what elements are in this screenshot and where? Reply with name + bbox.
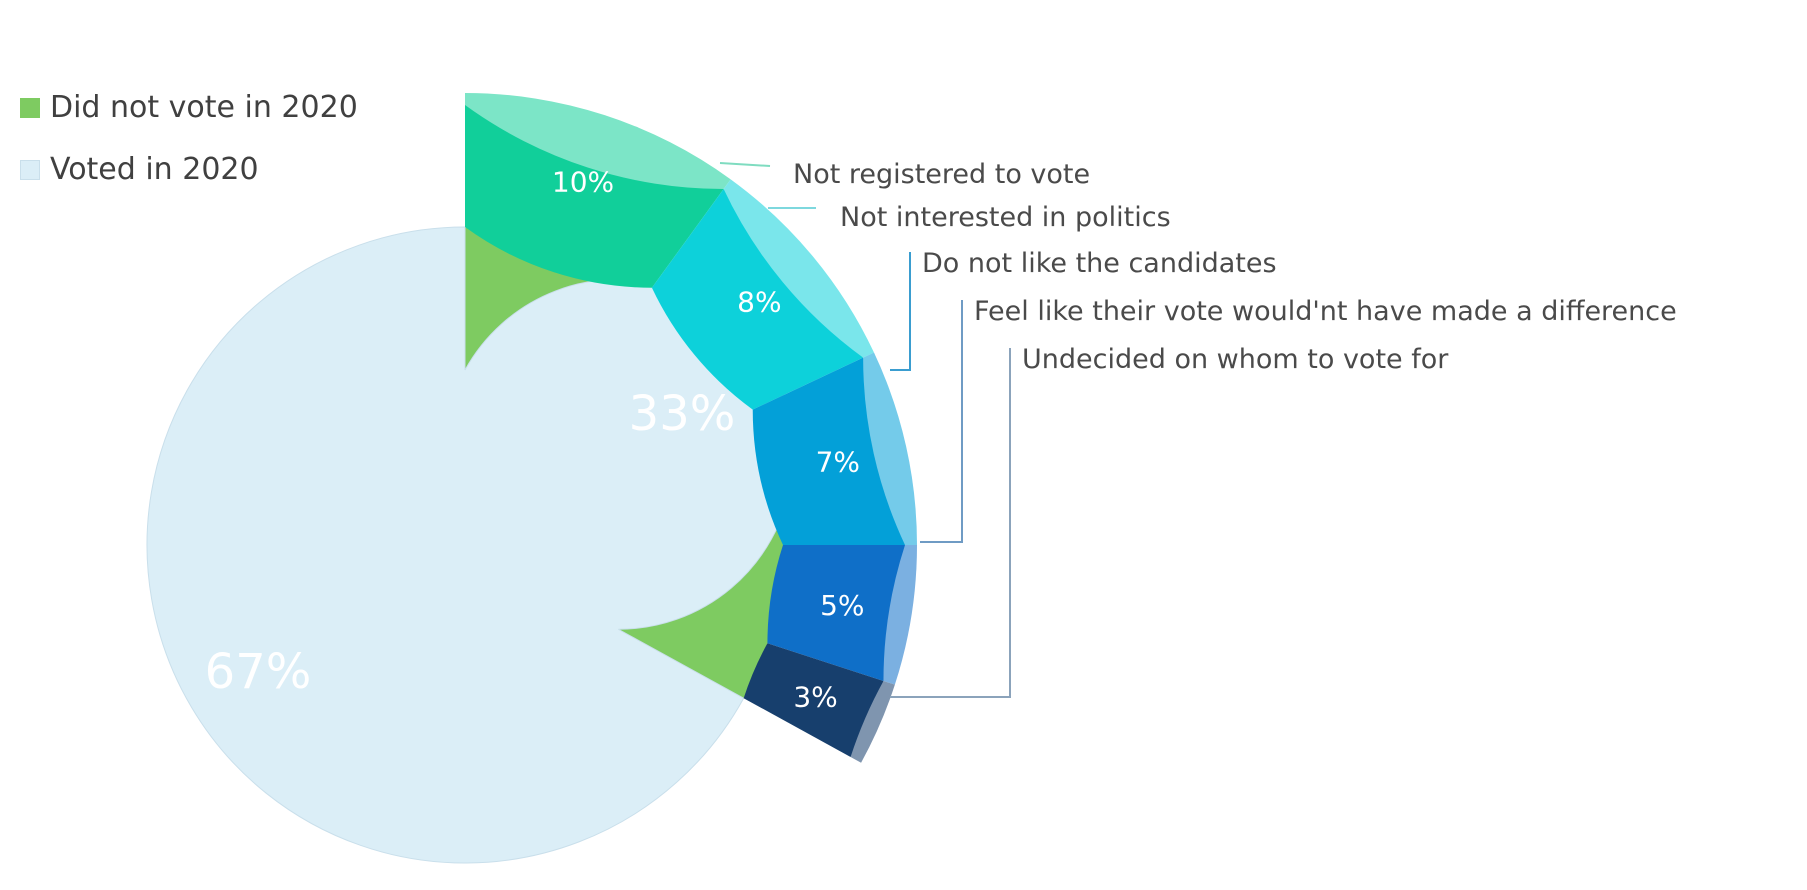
outer-slice-feel-like-their-vote-would-nt-have-made-a-difference	[767, 545, 905, 681]
legend-item-voted: Voted in 2020	[20, 152, 259, 187]
callout-line-undecided-on-whom-to-vote-for	[890, 348, 1011, 698]
outer-label-feel-like-their-vote-would-nt-have-made-a-difference: 5%	[820, 589, 864, 622]
callout-line-feel-like-their-vote-would-nt-have-made-a-difference	[920, 300, 963, 543]
outer-label-not-interested-in-politics: 8%	[737, 286, 781, 319]
callout-line-do-not-like-the-candidates	[890, 252, 911, 371]
legend-label-voted: Voted in 2020	[50, 152, 259, 187]
callout-line-not-registered-to-vote	[719, 162, 771, 167]
outer-slice-undecided-on-whom-to-vote-for	[743, 643, 884, 757]
legend-swatch-did-not-vote	[20, 97, 40, 118]
outer-rim-do-not-like-the-candidates	[863, 352, 917, 545]
outer-rim-undecided-on-whom-to-vote-for	[850, 680, 895, 763]
legend-label-did-not-vote: Did not vote in 2020	[50, 90, 358, 125]
outer-rim-feel-like-their-vote-would-nt-have-made-a-difference	[883, 545, 917, 685]
legend-item-did-not-vote: Did not vote in 2020	[20, 90, 358, 125]
inner-label-voted-in-2020: 67%	[205, 644, 312, 700]
callout-label-do-not-like-the-candidates: Do not like the candidates	[922, 248, 1277, 279]
callout-label-undecided-on-whom-to-vote-for: Undecided on whom to vote for	[1022, 344, 1449, 375]
callout-label-feel-like-their-vote-would-nt-have-made-a-difference: Feel like their vote would'nt have made …	[974, 296, 1677, 327]
outer-slice-not-interested-in-politics	[651, 189, 864, 410]
outer-label-undecided-on-whom-to-vote-for: 3%	[793, 681, 837, 714]
legend-swatch-voted	[20, 159, 40, 180]
callout-label-not-registered-to-vote: Not registered to vote	[793, 159, 1090, 190]
outer-rim-not-interested-in-politics	[723, 179, 874, 358]
inner-label-did-not-vote-in-2020: 33%	[629, 386, 736, 442]
outer-rim-not-registered-to-vote	[465, 93, 731, 190]
outer-label-not-registered-to-vote: 10%	[552, 166, 614, 199]
outer-label-do-not-like-the-candidates: 7%	[816, 446, 860, 479]
callout-label-not-interested-in-politics: Not interested in politics	[840, 202, 1171, 233]
